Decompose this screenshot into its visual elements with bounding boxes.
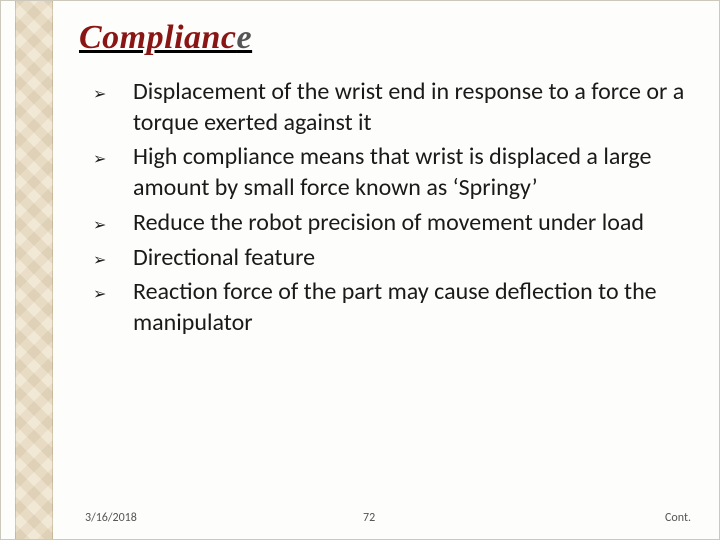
bullet-text: High compliance means that wrist is disp… <box>133 142 691 203</box>
chevron-icon: ➢ <box>87 77 133 104</box>
bullet-text: Directional feature <box>133 243 691 274</box>
footer-cont-label: Cont. <box>665 511 691 525</box>
decorative-sidebar <box>1 1 57 539</box>
bullet-text: Reduce the robot precision of movement u… <box>133 208 691 239</box>
bullet-text: Reaction force of the part may cause def… <box>133 277 691 338</box>
list-item: ➢ Directional feature <box>87 243 691 274</box>
slide: Compliance ➢ Displacement of the wrist e… <box>0 0 720 540</box>
sidebar-pattern <box>15 1 53 539</box>
slide-content: Compliance ➢ Displacement of the wrist e… <box>57 1 719 539</box>
list-item: ➢ Displacement of the wrist end in respo… <box>87 77 691 138</box>
bullet-list: ➢ Displacement of the wrist end in respo… <box>79 77 691 339</box>
chevron-icon: ➢ <box>87 277 133 304</box>
bullet-text: Displacement of the wrist end in respons… <box>133 77 691 138</box>
chevron-icon: ➢ <box>87 142 133 169</box>
list-item: ➢ High compliance means that wrist is di… <box>87 142 691 203</box>
title-part2: e <box>237 19 253 56</box>
slide-title: Compliance <box>79 19 691 57</box>
title-part1: Complianc <box>79 19 237 56</box>
list-item: ➢ Reaction force of the part may cause d… <box>87 277 691 338</box>
footer-page-number: 72 <box>363 511 375 525</box>
chevron-icon: ➢ <box>87 208 133 235</box>
footer-date: 3/16/2018 <box>85 511 137 525</box>
chevron-icon: ➢ <box>87 243 133 270</box>
list-item: ➢ Reduce the robot precision of movement… <box>87 208 691 239</box>
